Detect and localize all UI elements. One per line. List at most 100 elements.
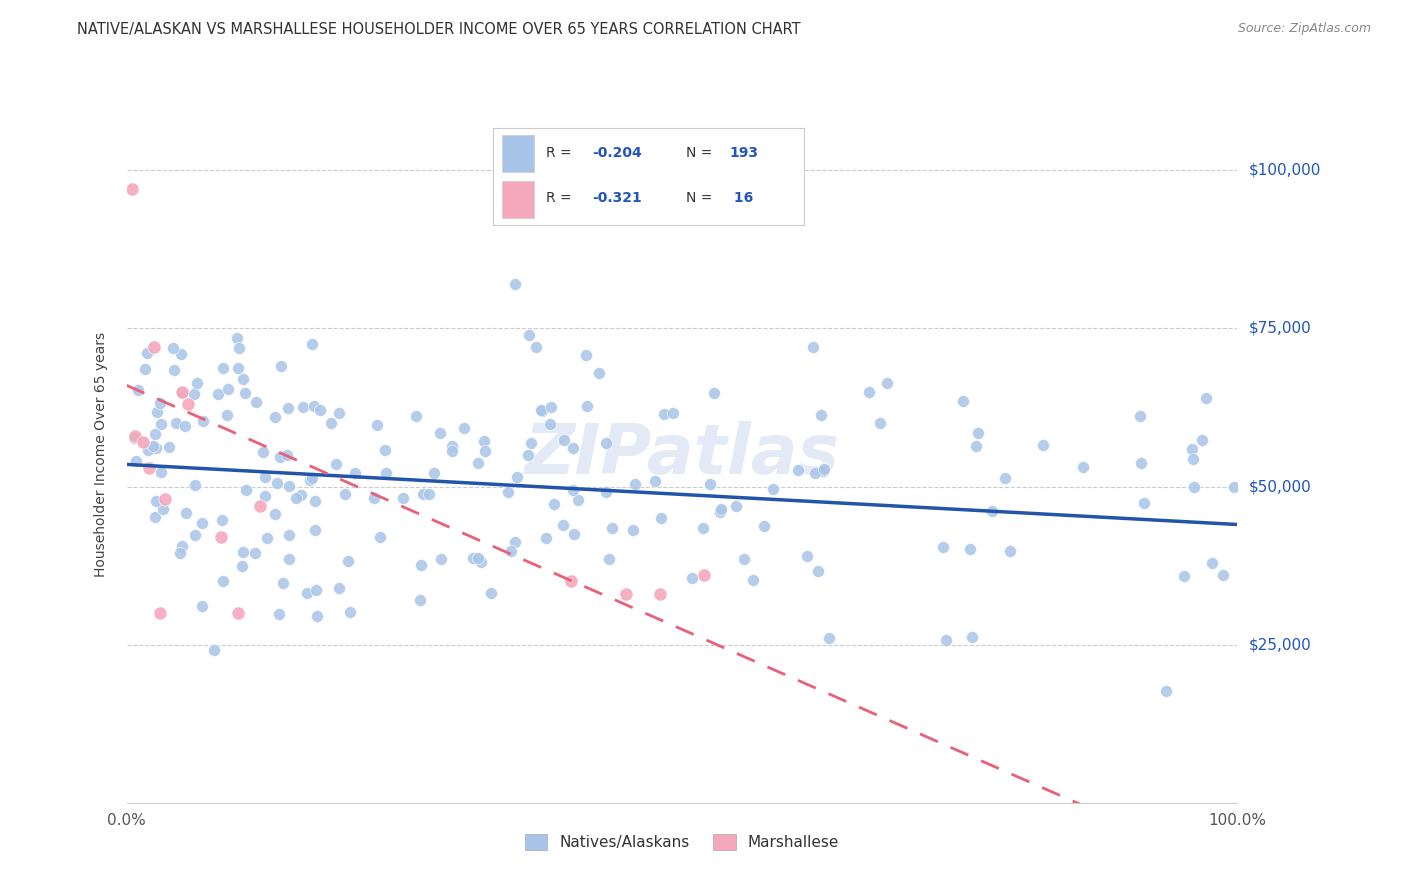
Point — [519, 327, 541, 342]
Point — [231, 558, 253, 573]
Point — [217, 382, 239, 396]
Point — [374, 467, 396, 481]
Point — [967, 426, 990, 441]
Point — [278, 479, 301, 493]
Text: $100,000: $100,000 — [1249, 163, 1320, 178]
Point — [302, 399, 325, 413]
Point — [226, 606, 249, 620]
Point — [598, 552, 620, 566]
Point — [576, 400, 599, 414]
Point — [226, 361, 249, 376]
Point — [304, 523, 326, 537]
Point — [733, 551, 755, 566]
Point — [301, 471, 323, 485]
Text: $75,000: $75,000 — [1249, 321, 1312, 336]
Point — [453, 420, 475, 434]
Point — [225, 331, 247, 345]
Point — [467, 456, 489, 470]
Point — [307, 609, 329, 624]
Point — [405, 409, 427, 423]
Point — [1032, 437, 1054, 451]
Point — [562, 527, 585, 541]
Point — [412, 487, 434, 501]
Point — [152, 502, 174, 516]
Point — [252, 445, 274, 459]
Point — [621, 523, 644, 537]
Point — [138, 460, 160, 475]
Point — [215, 408, 238, 422]
Point — [650, 510, 672, 524]
Point — [1130, 456, 1153, 470]
Point — [212, 361, 235, 376]
Point — [654, 407, 676, 421]
Point — [232, 545, 254, 559]
Point — [1129, 409, 1152, 423]
Point — [876, 376, 898, 390]
Point — [422, 467, 444, 481]
Point — [305, 582, 328, 597]
Point — [174, 506, 197, 520]
Point — [290, 488, 312, 502]
Point — [136, 443, 159, 458]
Point — [959, 541, 981, 556]
Point — [858, 385, 880, 400]
Point — [1212, 568, 1234, 582]
Point — [474, 444, 496, 458]
Point — [136, 345, 159, 359]
Point — [710, 502, 733, 516]
Point — [277, 401, 299, 415]
Point — [811, 465, 834, 479]
Point — [134, 362, 156, 376]
Point — [724, 499, 747, 513]
Point — [328, 581, 350, 595]
Point — [321, 416, 343, 430]
Point — [752, 519, 775, 533]
Point — [169, 546, 191, 560]
Point — [418, 486, 440, 500]
Point — [150, 417, 173, 431]
Point — [1191, 433, 1213, 447]
Point — [143, 427, 166, 442]
Point — [263, 507, 285, 521]
Point — [149, 465, 172, 479]
Point — [245, 395, 267, 409]
Point — [328, 406, 350, 420]
Point — [998, 544, 1021, 558]
Point — [692, 521, 714, 535]
Point — [498, 485, 520, 500]
Point — [190, 599, 212, 614]
Point — [429, 551, 451, 566]
Point — [183, 387, 205, 401]
Point — [595, 435, 617, 450]
Point — [810, 408, 832, 422]
Point — [122, 431, 145, 445]
Point — [538, 417, 561, 431]
Text: $50,000: $50,000 — [1249, 479, 1312, 494]
Point — [470, 555, 492, 569]
Point — [796, 549, 818, 564]
Point — [183, 528, 205, 542]
Point — [762, 482, 785, 496]
Point — [145, 510, 167, 524]
Point — [173, 419, 195, 434]
Point — [366, 417, 388, 432]
Point — [624, 476, 647, 491]
Point — [1071, 460, 1094, 475]
Point — [374, 443, 396, 458]
Point — [392, 491, 415, 506]
Point — [264, 409, 287, 424]
Point — [524, 340, 547, 354]
Point — [186, 376, 208, 390]
Point — [162, 342, 184, 356]
Point — [520, 435, 543, 450]
Point — [253, 489, 276, 503]
Point — [965, 439, 987, 453]
Point — [170, 386, 193, 401]
Point — [543, 497, 565, 511]
Point — [232, 372, 254, 386]
Point — [994, 471, 1017, 485]
Point — [575, 348, 598, 362]
Point — [560, 574, 582, 589]
Point — [159, 440, 181, 454]
Point — [301, 337, 323, 351]
